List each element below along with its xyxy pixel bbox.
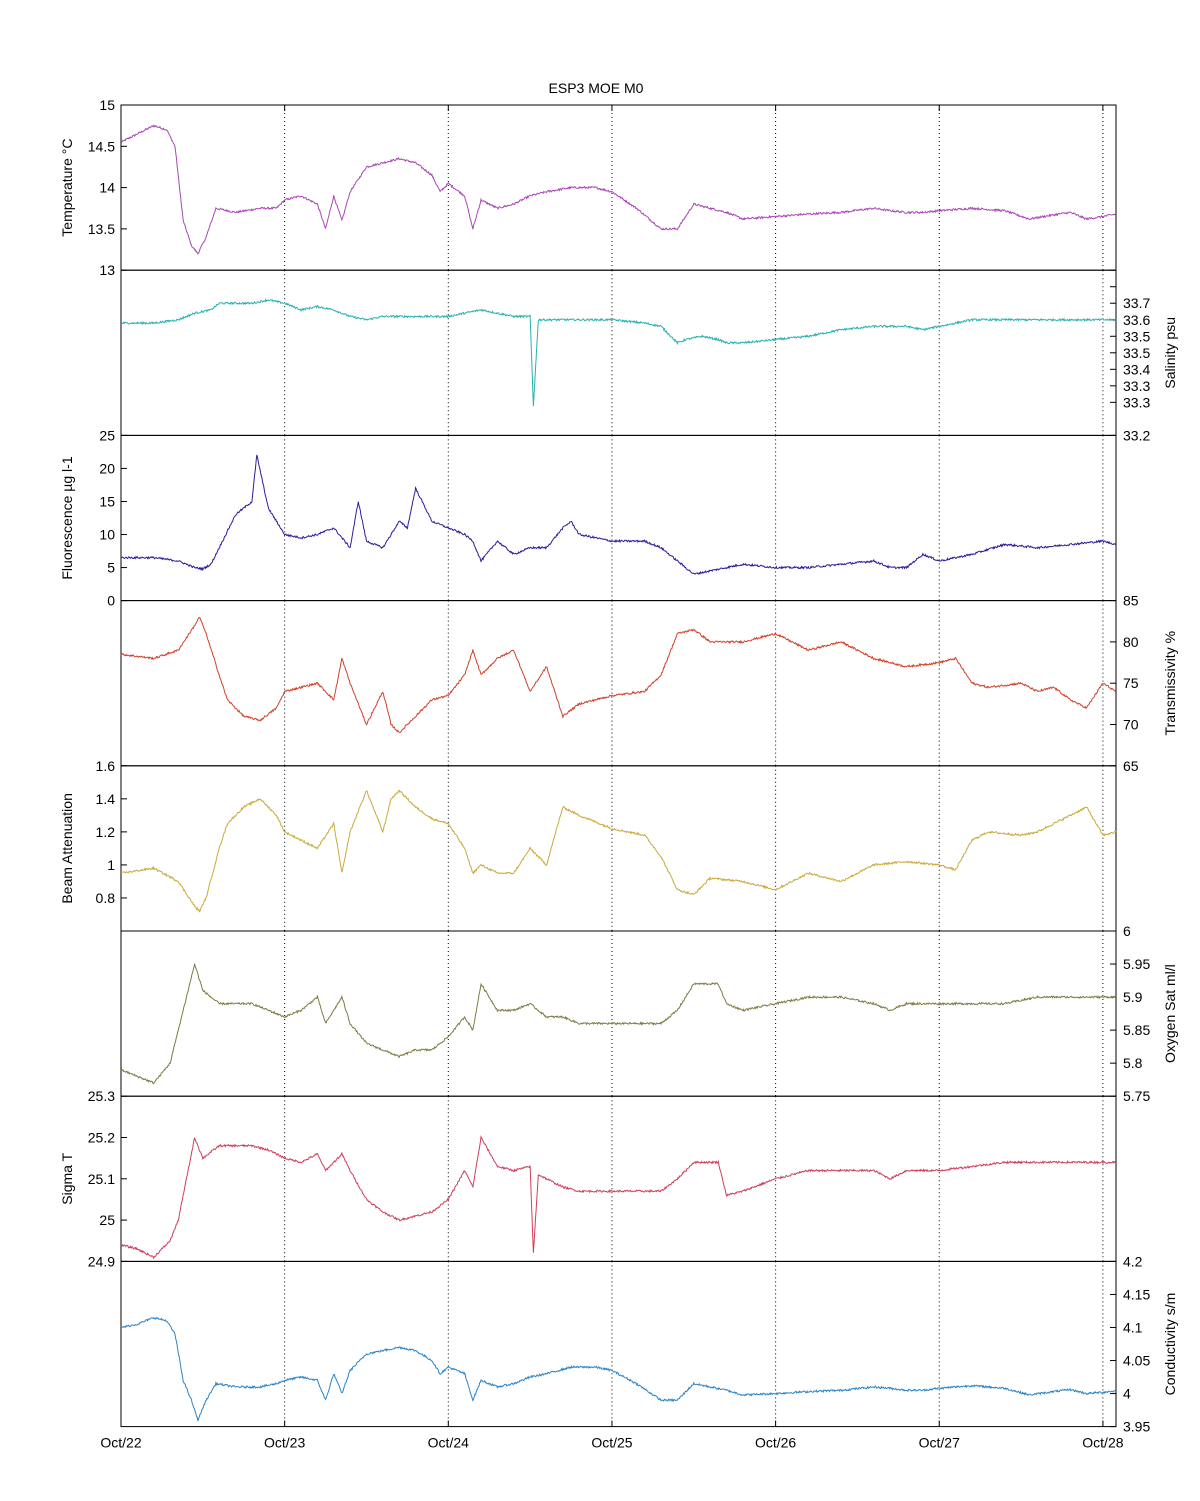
panel-beam-attenuation: 0.8 1 1.2 1.4 1.6 Beam Attenuation [59, 758, 1117, 932]
series-line-conductivity [120, 1316, 1117, 1422]
y-tick-label: 10 [99, 527, 115, 543]
y-tick-label: 70 [1123, 717, 1139, 733]
y-tick-label: 25 [99, 1212, 115, 1228]
y-axis-label: Beam Attenuation [59, 793, 75, 904]
y-tick-label: 24.9 [88, 1253, 115, 1269]
panel-conductivity: 3.95 4 4.05 4.1 4.15 4.2 Conductivity s/m [120, 1253, 1178, 1435]
y-tick-label: 4.15 [1123, 1286, 1150, 1302]
y-tick-label: 33.5 [1123, 328, 1150, 344]
y-tick-label: 5.75 [1123, 1088, 1150, 1104]
panel-temperature: 13 13.5 14 14.5 15 Temperature °C [59, 97, 1117, 278]
x-tick-label: Oct/28 [1082, 1435, 1123, 1451]
y-tick-label: 33.6 [1123, 312, 1150, 328]
y-tick-label: 4.1 [1123, 1319, 1143, 1335]
y-tick-label: 4.2 [1123, 1253, 1143, 1269]
series-line-salinity [120, 298, 1117, 407]
y-tick-label: 33.3 [1123, 394, 1150, 410]
x-axis: Oct/22 Oct/23 Oct/24 Oct/25 Oct/26 Oct/27 Oct/… [100, 105, 1124, 1451]
panel-frame [120, 269, 1117, 436]
y-tick-label: 4 [1123, 1386, 1131, 1402]
y-tick-label: 25 [99, 427, 115, 443]
y-tick-label: 33.2 [1123, 427, 1150, 443]
y-tick-label: 13.5 [88, 221, 115, 237]
panel-fluorescence: 0 5 10 15 20 25 Fluorescence µg l-1 [59, 427, 1117, 609]
y-tick-label: 0 [107, 593, 115, 609]
y-tick-label: 0.8 [96, 890, 116, 906]
panel-frame [120, 765, 1117, 932]
y-tick-label: 13 [99, 262, 115, 278]
x-tick-label: Oct/24 [428, 1435, 469, 1451]
y-tick-label: 1 [107, 857, 115, 873]
panel-sigma-t: 24.9 25 25.1 25.2 25.3 Sigma T [59, 1088, 1117, 1269]
panel-salinity: 33.233.333.333.433.533.533.633.7Salinity… [120, 269, 1178, 443]
y-tick-label: 5.95 [1123, 956, 1150, 972]
y-tick-label: 25.1 [88, 1171, 115, 1187]
series-line-sigma-t [120, 1135, 1117, 1260]
panel-frame [120, 600, 1117, 767]
x-tick-label: Oct/26 [755, 1435, 796, 1451]
panel-transmissivity: 65 70 75 80 85 Transmissivity % [120, 593, 1178, 774]
x-tick-label: Oct/22 [100, 1435, 141, 1451]
x-tick-label: Oct/25 [591, 1435, 632, 1451]
y-tick-label: 33.7 [1123, 295, 1150, 311]
y-tick-label: 3.95 [1123, 1419, 1150, 1435]
y-tick-label: 15 [99, 97, 115, 113]
y-axis-label: Conductivity s/m [1162, 1293, 1178, 1396]
x-tick-label: Oct/23 [264, 1435, 305, 1451]
y-tick-label: 5.85 [1123, 1022, 1150, 1038]
y-tick-label: 5 [107, 560, 115, 576]
y-tick-label: 33.3 [1123, 378, 1150, 394]
y-tick-label: 15 [99, 493, 115, 509]
y-tick-label: 85 [1123, 593, 1139, 609]
y-tick-label: 14.5 [88, 138, 115, 154]
y-tick-label: 33.4 [1123, 361, 1150, 377]
y-tick-label: 75 [1123, 675, 1139, 691]
y-tick-label: 6 [1123, 923, 1131, 939]
y-tick-label: 1.4 [96, 791, 116, 807]
y-tick-label: 5.8 [1123, 1055, 1143, 1071]
y-tick-label: 1.2 [96, 824, 116, 840]
panel-frame [120, 930, 1117, 1097]
y-tick-label: 25.3 [88, 1088, 115, 1104]
y-tick-label: 25.2 [88, 1130, 115, 1146]
y-axis-label: Oxygen Sat ml/l [1162, 964, 1178, 1063]
y-tick-label: 1.6 [96, 758, 116, 774]
y-tick-label: 65 [1123, 758, 1139, 774]
panel-frame [120, 1260, 1117, 1428]
y-tick-label: 80 [1123, 634, 1139, 650]
x-tick-label: Oct/27 [919, 1435, 960, 1451]
y-axis-label: Transmissivity % [1162, 631, 1178, 736]
y-tick-label: 4.05 [1123, 1353, 1150, 1369]
y-axis-label: Sigma T [59, 1152, 75, 1204]
panel-oxygen-sat: 5.75 5.8 5.85 5.9 5.95 6 Oxygen Sat ml/l [120, 923, 1178, 1104]
y-tick-label: 20 [99, 460, 115, 476]
y-axis-label: Salinity psu [1162, 317, 1178, 389]
panel-frame [120, 1095, 1117, 1262]
y-axis-label: Fluorescence µg l-1 [59, 456, 75, 579]
panel-frame [120, 434, 1117, 602]
chart-title: ESP3 MOE M0 [549, 80, 644, 96]
y-tick-label: 14 [99, 180, 115, 196]
y-tick-label: 5.9 [1123, 989, 1143, 1005]
series-line-temperature [120, 124, 1117, 255]
y-axis-label: Temperature °C [59, 138, 75, 236]
series-line-beam-attenuation [120, 789, 1117, 913]
series-line-oxygen-sat [120, 962, 1117, 1085]
y-tick-label: 33.5 [1123, 345, 1150, 361]
series-line-fluorescence [120, 454, 1117, 576]
panel-frame [120, 104, 1117, 271]
series-line-transmissivity [120, 616, 1117, 734]
